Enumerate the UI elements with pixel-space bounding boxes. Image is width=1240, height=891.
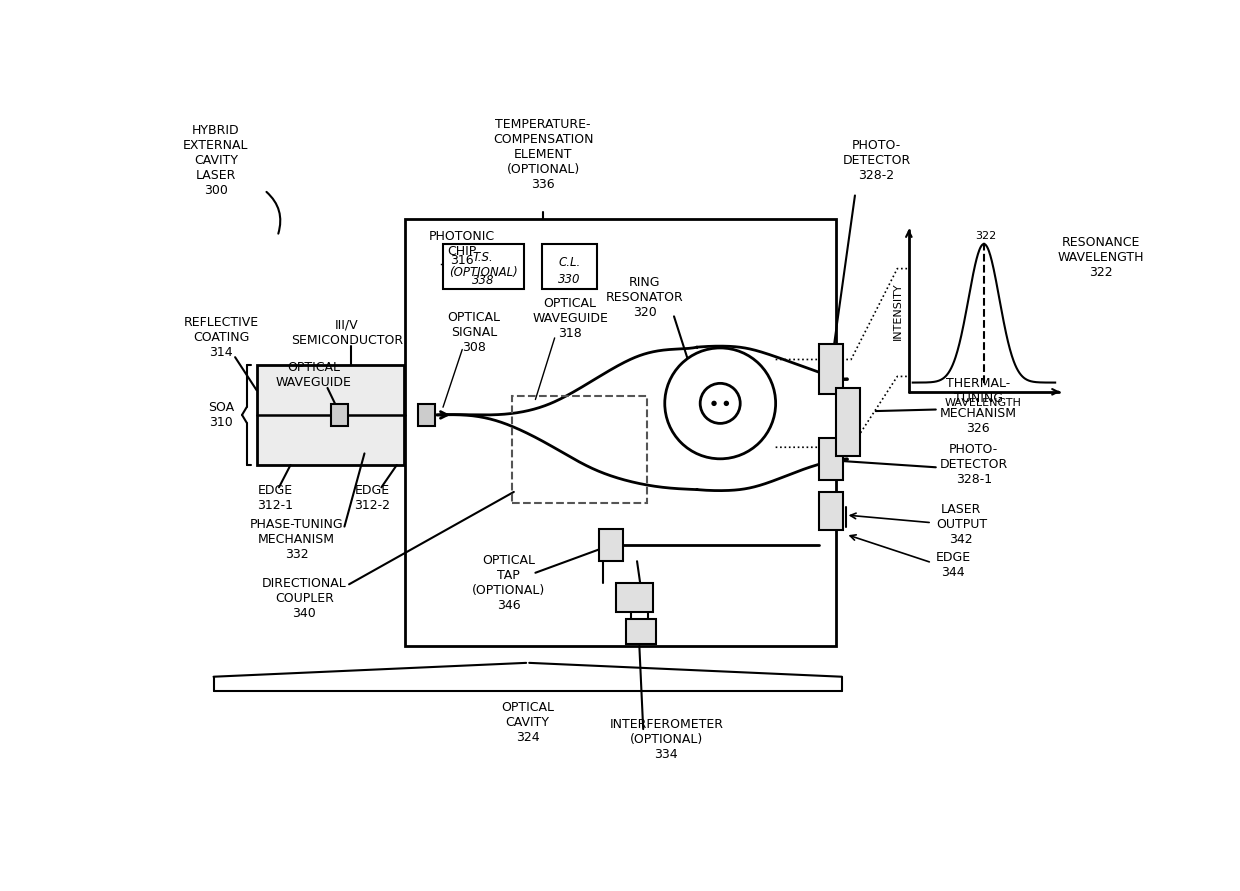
Text: REFLECTIVE
COATING
314: REFLECTIVE COATING 314 (184, 316, 259, 359)
Text: PHOTO-
DETECTOR
328-1: PHOTO- DETECTOR 328-1 (940, 444, 1008, 486)
Text: 330: 330 (558, 273, 580, 286)
Text: RING
RESONATOR
320: RING RESONATOR 320 (606, 276, 683, 319)
Text: SOA
310: SOA 310 (208, 401, 234, 429)
Bar (836, 388, 861, 455)
Bar (616, 583, 653, 612)
Text: OPTICAL
CAVITY
324: OPTICAL CAVITY 324 (501, 701, 554, 744)
Text: HYBRID
EXTERNAL
CAVITY
LASER
300: HYBRID EXTERNAL CAVITY LASER 300 (184, 125, 248, 197)
Text: EDGE
312-1: EDGE 312-1 (257, 484, 293, 512)
Text: EDGE
344: EDGE 344 (936, 551, 971, 579)
Text: INTERFEROMETER
(OPTIONAL)
334: INTERFEROMETER (OPTIONAL) 334 (609, 718, 723, 762)
Circle shape (724, 401, 729, 406)
Bar (404, 218, 836, 646)
Text: 316: 316 (450, 255, 474, 267)
Circle shape (665, 347, 776, 459)
Text: 338: 338 (471, 274, 495, 288)
Bar (257, 365, 404, 465)
Bar (818, 492, 843, 530)
Bar (331, 405, 348, 426)
Text: T.S.
(OPTIONAL): T.S. (OPTIONAL) (449, 250, 517, 279)
Bar (512, 396, 647, 503)
Text: EDGE
312-2: EDGE 312-2 (355, 484, 391, 512)
Text: THERMAL-
TUNING
MECHANISM
326: THERMAL- TUNING MECHANISM 326 (940, 377, 1017, 435)
Text: C.L.: C.L. (558, 256, 580, 269)
Text: OPTICAL
SIGNAL
308: OPTICAL SIGNAL 308 (448, 311, 500, 354)
Text: RESONANCE
WAVELENGTH
322: RESONANCE WAVELENGTH 322 (1058, 235, 1145, 279)
Bar (443, 244, 523, 289)
Text: PHASE-TUNING
MECHANISM
332: PHASE-TUNING MECHANISM 332 (250, 519, 343, 561)
Text: WAVELENGTH: WAVELENGTH (945, 398, 1022, 408)
Text: III/V
SEMICONDUCTOR: III/V SEMICONDUCTOR (290, 318, 403, 347)
Bar (626, 619, 656, 643)
Bar (599, 529, 624, 561)
Text: DIRECTIONAL
COUPLER
340: DIRECTIONAL COUPLER 340 (262, 576, 347, 619)
Bar (818, 344, 843, 394)
Bar (418, 405, 435, 426)
Text: 322: 322 (975, 232, 996, 241)
Bar (542, 244, 596, 289)
Text: OPTICAL
WAVEGUIDE: OPTICAL WAVEGUIDE (275, 361, 352, 388)
Text: OPTICAL
WAVEGUIDE
318: OPTICAL WAVEGUIDE 318 (532, 298, 608, 340)
Circle shape (701, 383, 740, 423)
Bar (818, 438, 843, 480)
Circle shape (712, 401, 717, 406)
Text: LASER
OUTPUT
342: LASER OUTPUT 342 (936, 503, 987, 546)
Text: INTENSITY: INTENSITY (893, 282, 903, 339)
Text: OPTICAL
TAP
(OPTIONAL)
346: OPTICAL TAP (OPTIONAL) 346 (472, 554, 546, 612)
Text: PHOTO-
DETECTOR
328-2: PHOTO- DETECTOR 328-2 (842, 139, 910, 183)
Text: PHOTONIC
CHIP: PHOTONIC CHIP (429, 230, 495, 258)
Text: TEMPERATURE-
COMPENSATION
ELEMENT
(OPTIONAL)
336: TEMPERATURE- COMPENSATION ELEMENT (OPTIO… (492, 119, 594, 192)
